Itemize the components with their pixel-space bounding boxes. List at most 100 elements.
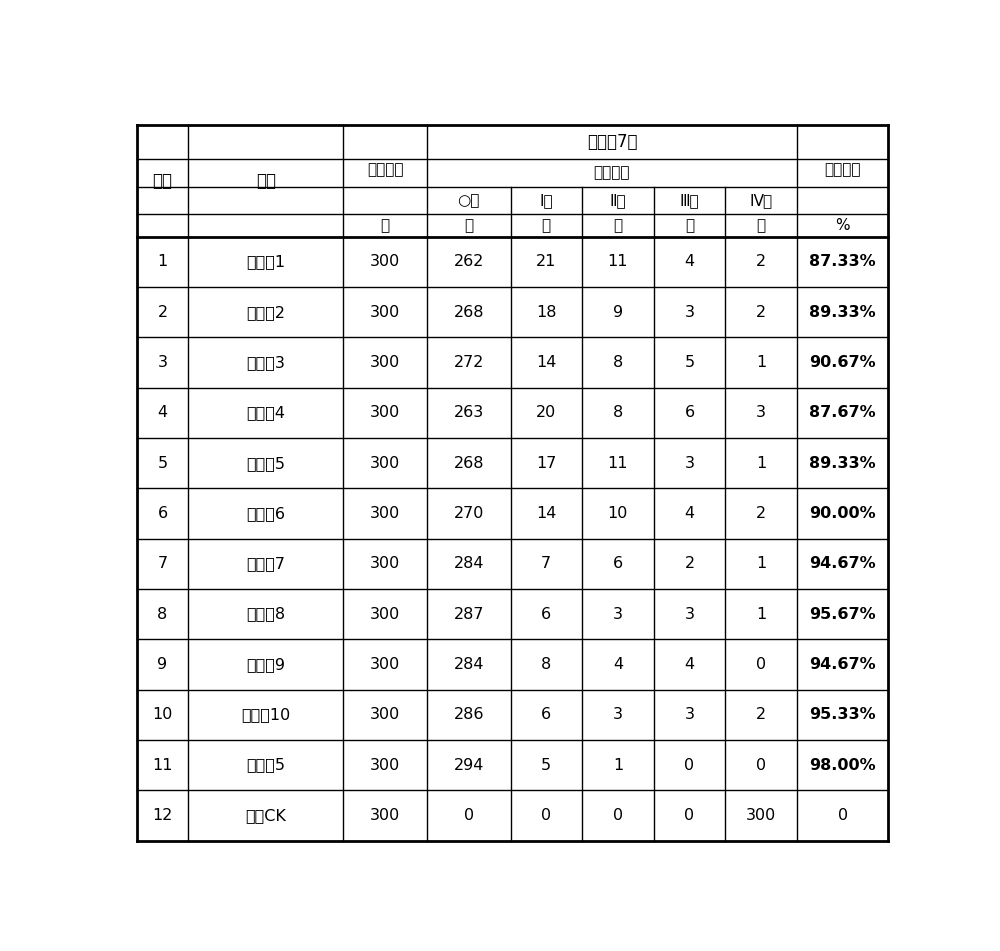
Text: 2: 2 bbox=[756, 254, 766, 269]
Text: 2: 2 bbox=[157, 304, 168, 320]
Text: 90.00%: 90.00% bbox=[809, 506, 876, 521]
Text: 4: 4 bbox=[684, 254, 695, 269]
Text: 300: 300 bbox=[370, 556, 400, 572]
Text: 株: 株 bbox=[757, 218, 766, 233]
Text: 87.33%: 87.33% bbox=[809, 254, 876, 269]
Text: 272: 272 bbox=[454, 355, 484, 370]
Text: 284: 284 bbox=[453, 556, 484, 572]
Text: 89.33%: 89.33% bbox=[809, 456, 876, 471]
Text: 1: 1 bbox=[157, 254, 168, 269]
Text: 实施例5: 实施例5 bbox=[246, 758, 285, 772]
Text: 序号: 序号 bbox=[152, 172, 172, 190]
Text: 6: 6 bbox=[613, 556, 623, 572]
Text: 10: 10 bbox=[608, 506, 628, 521]
Text: 对比例8: 对比例8 bbox=[246, 607, 285, 622]
Text: 11: 11 bbox=[608, 456, 628, 471]
Text: 0: 0 bbox=[756, 657, 766, 672]
Text: 94.67%: 94.67% bbox=[809, 556, 876, 572]
Text: 对比例7: 对比例7 bbox=[246, 556, 285, 572]
Text: 5: 5 bbox=[157, 456, 168, 471]
Text: 3: 3 bbox=[613, 708, 623, 722]
Text: 株: 株 bbox=[381, 218, 390, 233]
Text: 对比例4: 对比例4 bbox=[246, 405, 285, 420]
Text: 300: 300 bbox=[370, 254, 400, 269]
Text: 87.67%: 87.67% bbox=[809, 405, 876, 420]
Text: 对比例10: 对比例10 bbox=[241, 708, 291, 722]
Text: 300: 300 bbox=[370, 807, 400, 823]
Text: 对比例2: 对比例2 bbox=[246, 304, 285, 320]
Text: 10: 10 bbox=[152, 708, 173, 722]
Text: 89.33%: 89.33% bbox=[809, 304, 876, 320]
Text: 300: 300 bbox=[370, 405, 400, 420]
Text: 2: 2 bbox=[684, 556, 695, 572]
Text: 4: 4 bbox=[613, 657, 623, 672]
Text: 对比例6: 对比例6 bbox=[246, 506, 285, 521]
Text: 6: 6 bbox=[684, 405, 695, 420]
Text: 对比例3: 对比例3 bbox=[246, 355, 285, 370]
Text: 药后第7天: 药后第7天 bbox=[587, 133, 637, 151]
Text: 284: 284 bbox=[453, 657, 484, 672]
Text: 2: 2 bbox=[756, 506, 766, 521]
Text: 1: 1 bbox=[756, 556, 766, 572]
Text: 9: 9 bbox=[613, 304, 623, 320]
Text: Ⅲ级: Ⅲ级 bbox=[680, 193, 699, 207]
Text: 清水CK: 清水CK bbox=[245, 807, 286, 823]
Text: 6: 6 bbox=[157, 506, 168, 521]
Text: 株: 株 bbox=[542, 218, 551, 233]
Text: 11: 11 bbox=[152, 758, 173, 772]
Text: 7: 7 bbox=[157, 556, 168, 572]
Text: 0: 0 bbox=[756, 758, 766, 772]
Text: 1: 1 bbox=[613, 758, 623, 772]
Text: 8: 8 bbox=[613, 355, 623, 370]
Text: 株: 株 bbox=[464, 218, 473, 233]
Text: 0: 0 bbox=[684, 807, 695, 823]
Text: 7: 7 bbox=[541, 556, 551, 572]
Text: 20: 20 bbox=[536, 405, 556, 420]
Text: 14: 14 bbox=[536, 355, 556, 370]
Text: 0: 0 bbox=[541, 807, 551, 823]
Text: 对比例1: 对比例1 bbox=[246, 254, 285, 269]
Text: 6: 6 bbox=[541, 607, 551, 622]
Text: ○级: ○级 bbox=[458, 193, 480, 207]
Text: 3: 3 bbox=[684, 304, 694, 320]
Text: Ⅱ级: Ⅱ级 bbox=[610, 193, 626, 207]
Text: 94.67%: 94.67% bbox=[809, 657, 876, 672]
Text: 300: 300 bbox=[746, 807, 776, 823]
Text: 5: 5 bbox=[541, 758, 551, 772]
Text: 4: 4 bbox=[684, 506, 695, 521]
Text: 3: 3 bbox=[756, 405, 766, 420]
Text: Ⅰ级: Ⅰ级 bbox=[539, 193, 553, 207]
Text: 268: 268 bbox=[453, 456, 484, 471]
Text: 300: 300 bbox=[370, 304, 400, 320]
Text: 1: 1 bbox=[756, 607, 766, 622]
Text: 株: 株 bbox=[613, 218, 622, 233]
Text: 8: 8 bbox=[157, 607, 168, 622]
Text: 对比例5: 对比例5 bbox=[246, 456, 285, 471]
Text: 矫正防效: 矫正防效 bbox=[824, 162, 861, 177]
Text: 5: 5 bbox=[684, 355, 695, 370]
Text: 287: 287 bbox=[453, 607, 484, 622]
Text: 17: 17 bbox=[536, 456, 556, 471]
Text: 3: 3 bbox=[684, 708, 694, 722]
Text: 90.67%: 90.67% bbox=[809, 355, 876, 370]
Text: 300: 300 bbox=[370, 657, 400, 672]
Text: 9: 9 bbox=[157, 657, 168, 672]
Text: 3: 3 bbox=[613, 607, 623, 622]
Text: 0: 0 bbox=[613, 807, 623, 823]
Text: 270: 270 bbox=[454, 506, 484, 521]
Text: 11: 11 bbox=[608, 254, 628, 269]
Text: 300: 300 bbox=[370, 708, 400, 722]
Text: 0: 0 bbox=[684, 758, 695, 772]
Text: %: % bbox=[835, 218, 850, 233]
Text: 18: 18 bbox=[536, 304, 557, 320]
Text: 263: 263 bbox=[454, 405, 484, 420]
Text: 对比例9: 对比例9 bbox=[246, 657, 285, 672]
Text: 300: 300 bbox=[370, 456, 400, 471]
Text: 6: 6 bbox=[541, 708, 551, 722]
Text: 处理: 处理 bbox=[256, 172, 276, 190]
Text: Ⅳ级: Ⅳ级 bbox=[750, 193, 773, 207]
Text: 0: 0 bbox=[838, 807, 848, 823]
Text: 300: 300 bbox=[370, 758, 400, 772]
Text: 4: 4 bbox=[157, 405, 168, 420]
Text: 2: 2 bbox=[756, 708, 766, 722]
